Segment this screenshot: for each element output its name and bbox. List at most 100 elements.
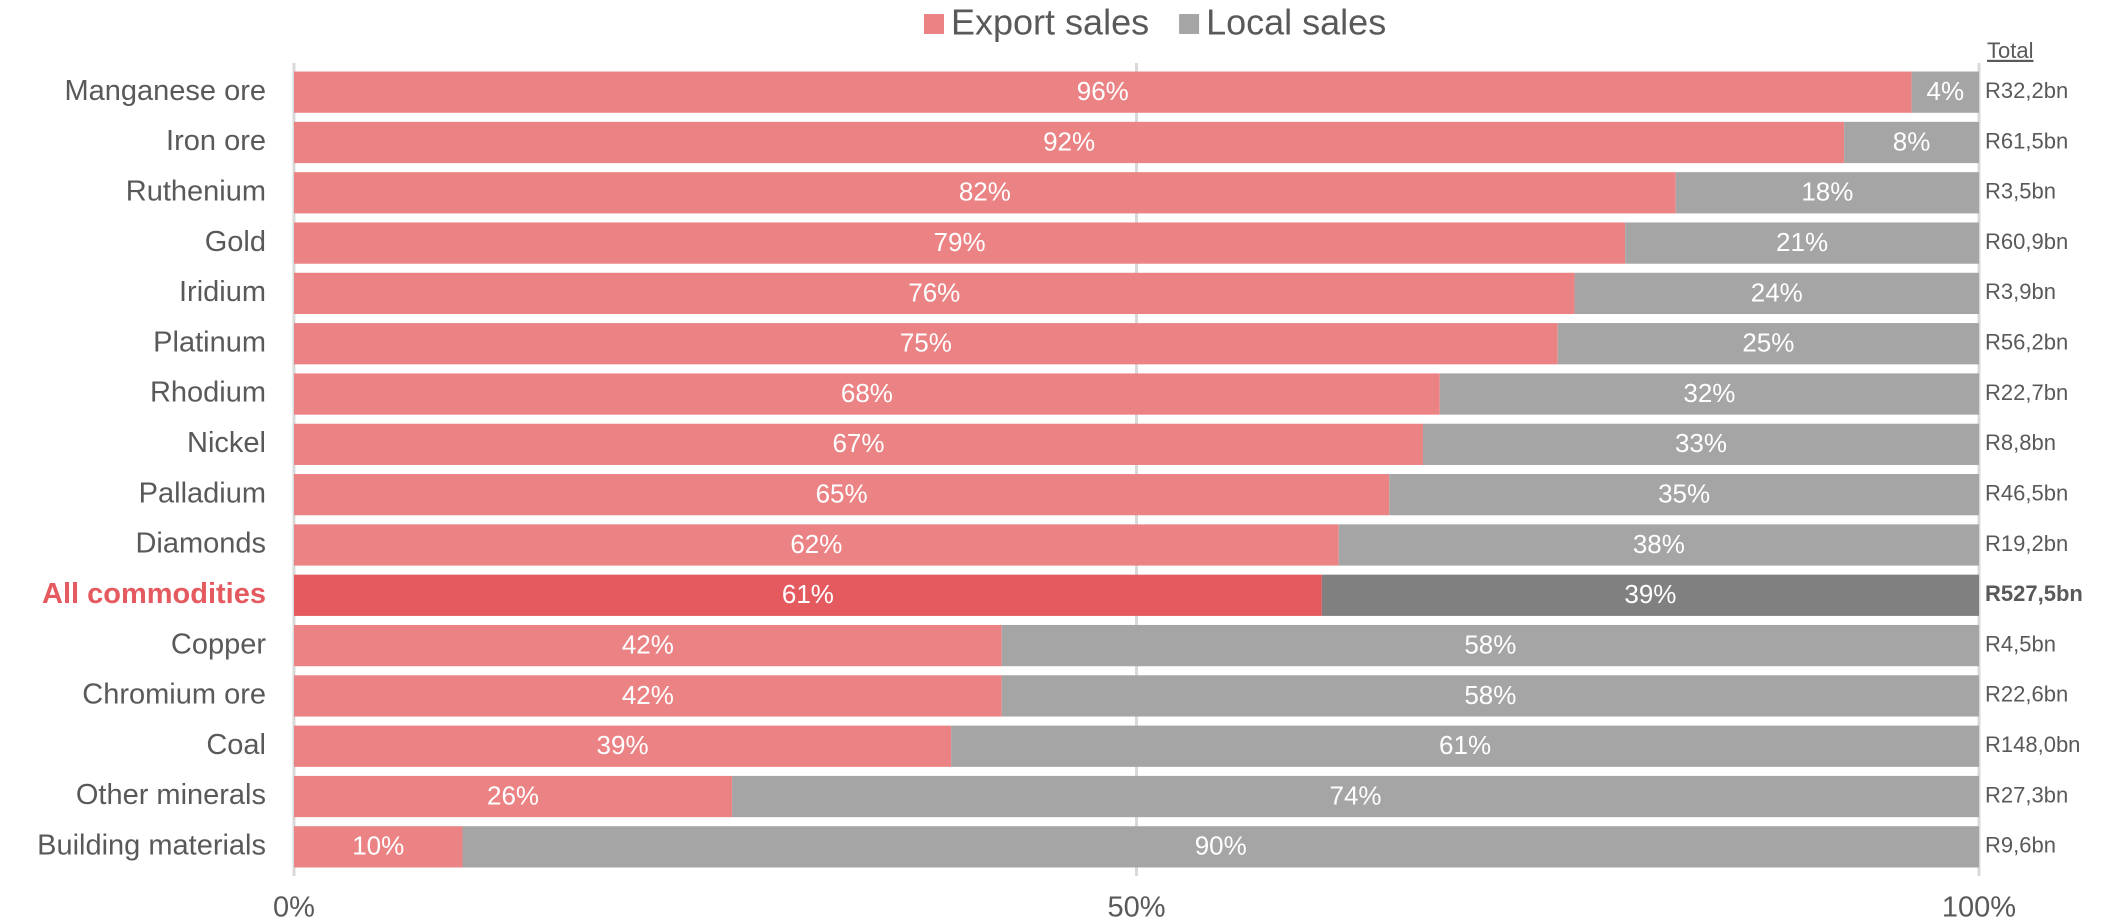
data-label: 8% [1893, 126, 1931, 156]
bar-segment [294, 474, 1390, 516]
bar-segment [294, 826, 463, 868]
bar-segment [294, 373, 1440, 415]
data-label: 18% [1801, 177, 1853, 207]
bar-segment [1321, 574, 1979, 616]
bar-segment [1001, 624, 1979, 667]
bar-segment [732, 775, 1979, 818]
bar-segment [1439, 373, 1979, 415]
bar-segment [1422, 423, 1979, 465]
data-label: 42% [622, 629, 674, 659]
data-label: 24% [1751, 277, 1803, 307]
x-tick-label: 0% [273, 892, 315, 921]
bar-segment [294, 172, 1676, 214]
data-label: 4% [1927, 76, 1965, 106]
data-label: 90% [1195, 831, 1247, 861]
data-label: 96% [1077, 76, 1129, 106]
total-label: R27,3bn [1985, 782, 2068, 807]
category-label: Gold [205, 226, 266, 258]
category-label: Platinum [153, 326, 266, 358]
total-label: R4,5bn [1985, 631, 2056, 656]
bar-segment [462, 826, 1979, 868]
data-label: 68% [841, 378, 893, 408]
bar-segment [294, 675, 1002, 717]
data-label: 26% [487, 780, 539, 810]
total-label: R148,0bn [1985, 732, 2080, 757]
x-tick-label: 50% [1107, 892, 1165, 921]
category-label: Other minerals [76, 779, 266, 811]
bar-segment [1625, 222, 1979, 264]
bar-segment [1675, 172, 1979, 214]
data-label: 58% [1464, 629, 1516, 659]
data-label: 33% [1675, 428, 1727, 458]
data-label: 74% [1330, 780, 1382, 810]
data-label: 39% [1624, 579, 1676, 609]
data-label: 75% [900, 328, 952, 358]
category-label: Copper [171, 628, 266, 660]
bar-segment [1911, 71, 1979, 113]
data-label: 58% [1464, 680, 1516, 710]
total-label: R3,5bn [1985, 179, 2056, 204]
category-label: Diamonds [135, 528, 266, 560]
total-label: R9,6bn [1985, 833, 2056, 858]
total-label: R56,2bn [1985, 330, 2068, 355]
totals-title: Total [1987, 38, 2033, 63]
data-label: 62% [790, 529, 842, 559]
category-label: Iridium [179, 276, 266, 308]
category-label: Palladium [139, 477, 266, 509]
category-label: Rhodium [150, 377, 266, 409]
bar-segment [294, 71, 1912, 113]
total-label: R8,8bn [1985, 430, 2056, 455]
total-label: R22,7bn [1985, 380, 2068, 405]
bar-segment [294, 272, 1575, 315]
data-label: 21% [1776, 227, 1828, 257]
category-label: Chromium ore [82, 679, 266, 711]
bar-segment [951, 725, 1979, 767]
legend-label: Export sales [951, 2, 1149, 43]
legend-swatch [924, 14, 944, 34]
legend-swatch [1179, 14, 1200, 34]
data-label: 61% [1439, 730, 1491, 760]
bar-segment [294, 524, 1339, 566]
data-label: 32% [1683, 378, 1735, 408]
total-label: R32,2bn [1985, 78, 2068, 103]
bar-segment [294, 624, 1002, 667]
bar-segment [294, 725, 952, 767]
category-label: Manganese ore [64, 75, 266, 107]
bar-segment [294, 323, 1558, 365]
total-label: R527,5bn [1985, 581, 2083, 606]
data-label: 42% [622, 680, 674, 710]
bar-segment [1389, 474, 1979, 516]
bar-segment [294, 574, 1322, 616]
legend-label: Local sales [1206, 2, 1386, 43]
data-label: 67% [832, 428, 884, 458]
bar-segment [1574, 272, 1979, 315]
category-label: Iron ore [166, 125, 266, 157]
total-label: R61,5bn [1985, 128, 2068, 153]
data-label: 61% [782, 579, 834, 609]
bar-segment [1338, 524, 1979, 566]
data-label: 76% [908, 277, 960, 307]
total-label: R60,9bn [1985, 229, 2068, 254]
bar-segment [1844, 121, 1979, 164]
total-label: R3,9bn [1985, 279, 2056, 304]
bar-segment [1557, 323, 1979, 365]
bar-segment [294, 222, 1626, 264]
bar-segment [1001, 675, 1979, 717]
data-label: 82% [959, 177, 1011, 207]
category-label: Nickel [187, 427, 266, 459]
data-label: 92% [1043, 126, 1095, 156]
bar-segment [294, 121, 1845, 164]
data-label: 35% [1658, 479, 1710, 509]
data-label: 38% [1633, 529, 1685, 559]
category-label: All commodities [42, 578, 266, 610]
category-label: Building materials [37, 830, 266, 862]
data-label: 25% [1742, 328, 1794, 358]
data-label: 79% [934, 227, 986, 257]
total-label: R22,6bn [1985, 682, 2068, 707]
bar-segment [294, 775, 733, 818]
data-label: 10% [352, 831, 404, 861]
total-label: R46,5bn [1985, 480, 2068, 505]
x-tick-label: 100% [1942, 892, 2016, 921]
data-label: 65% [816, 479, 868, 509]
